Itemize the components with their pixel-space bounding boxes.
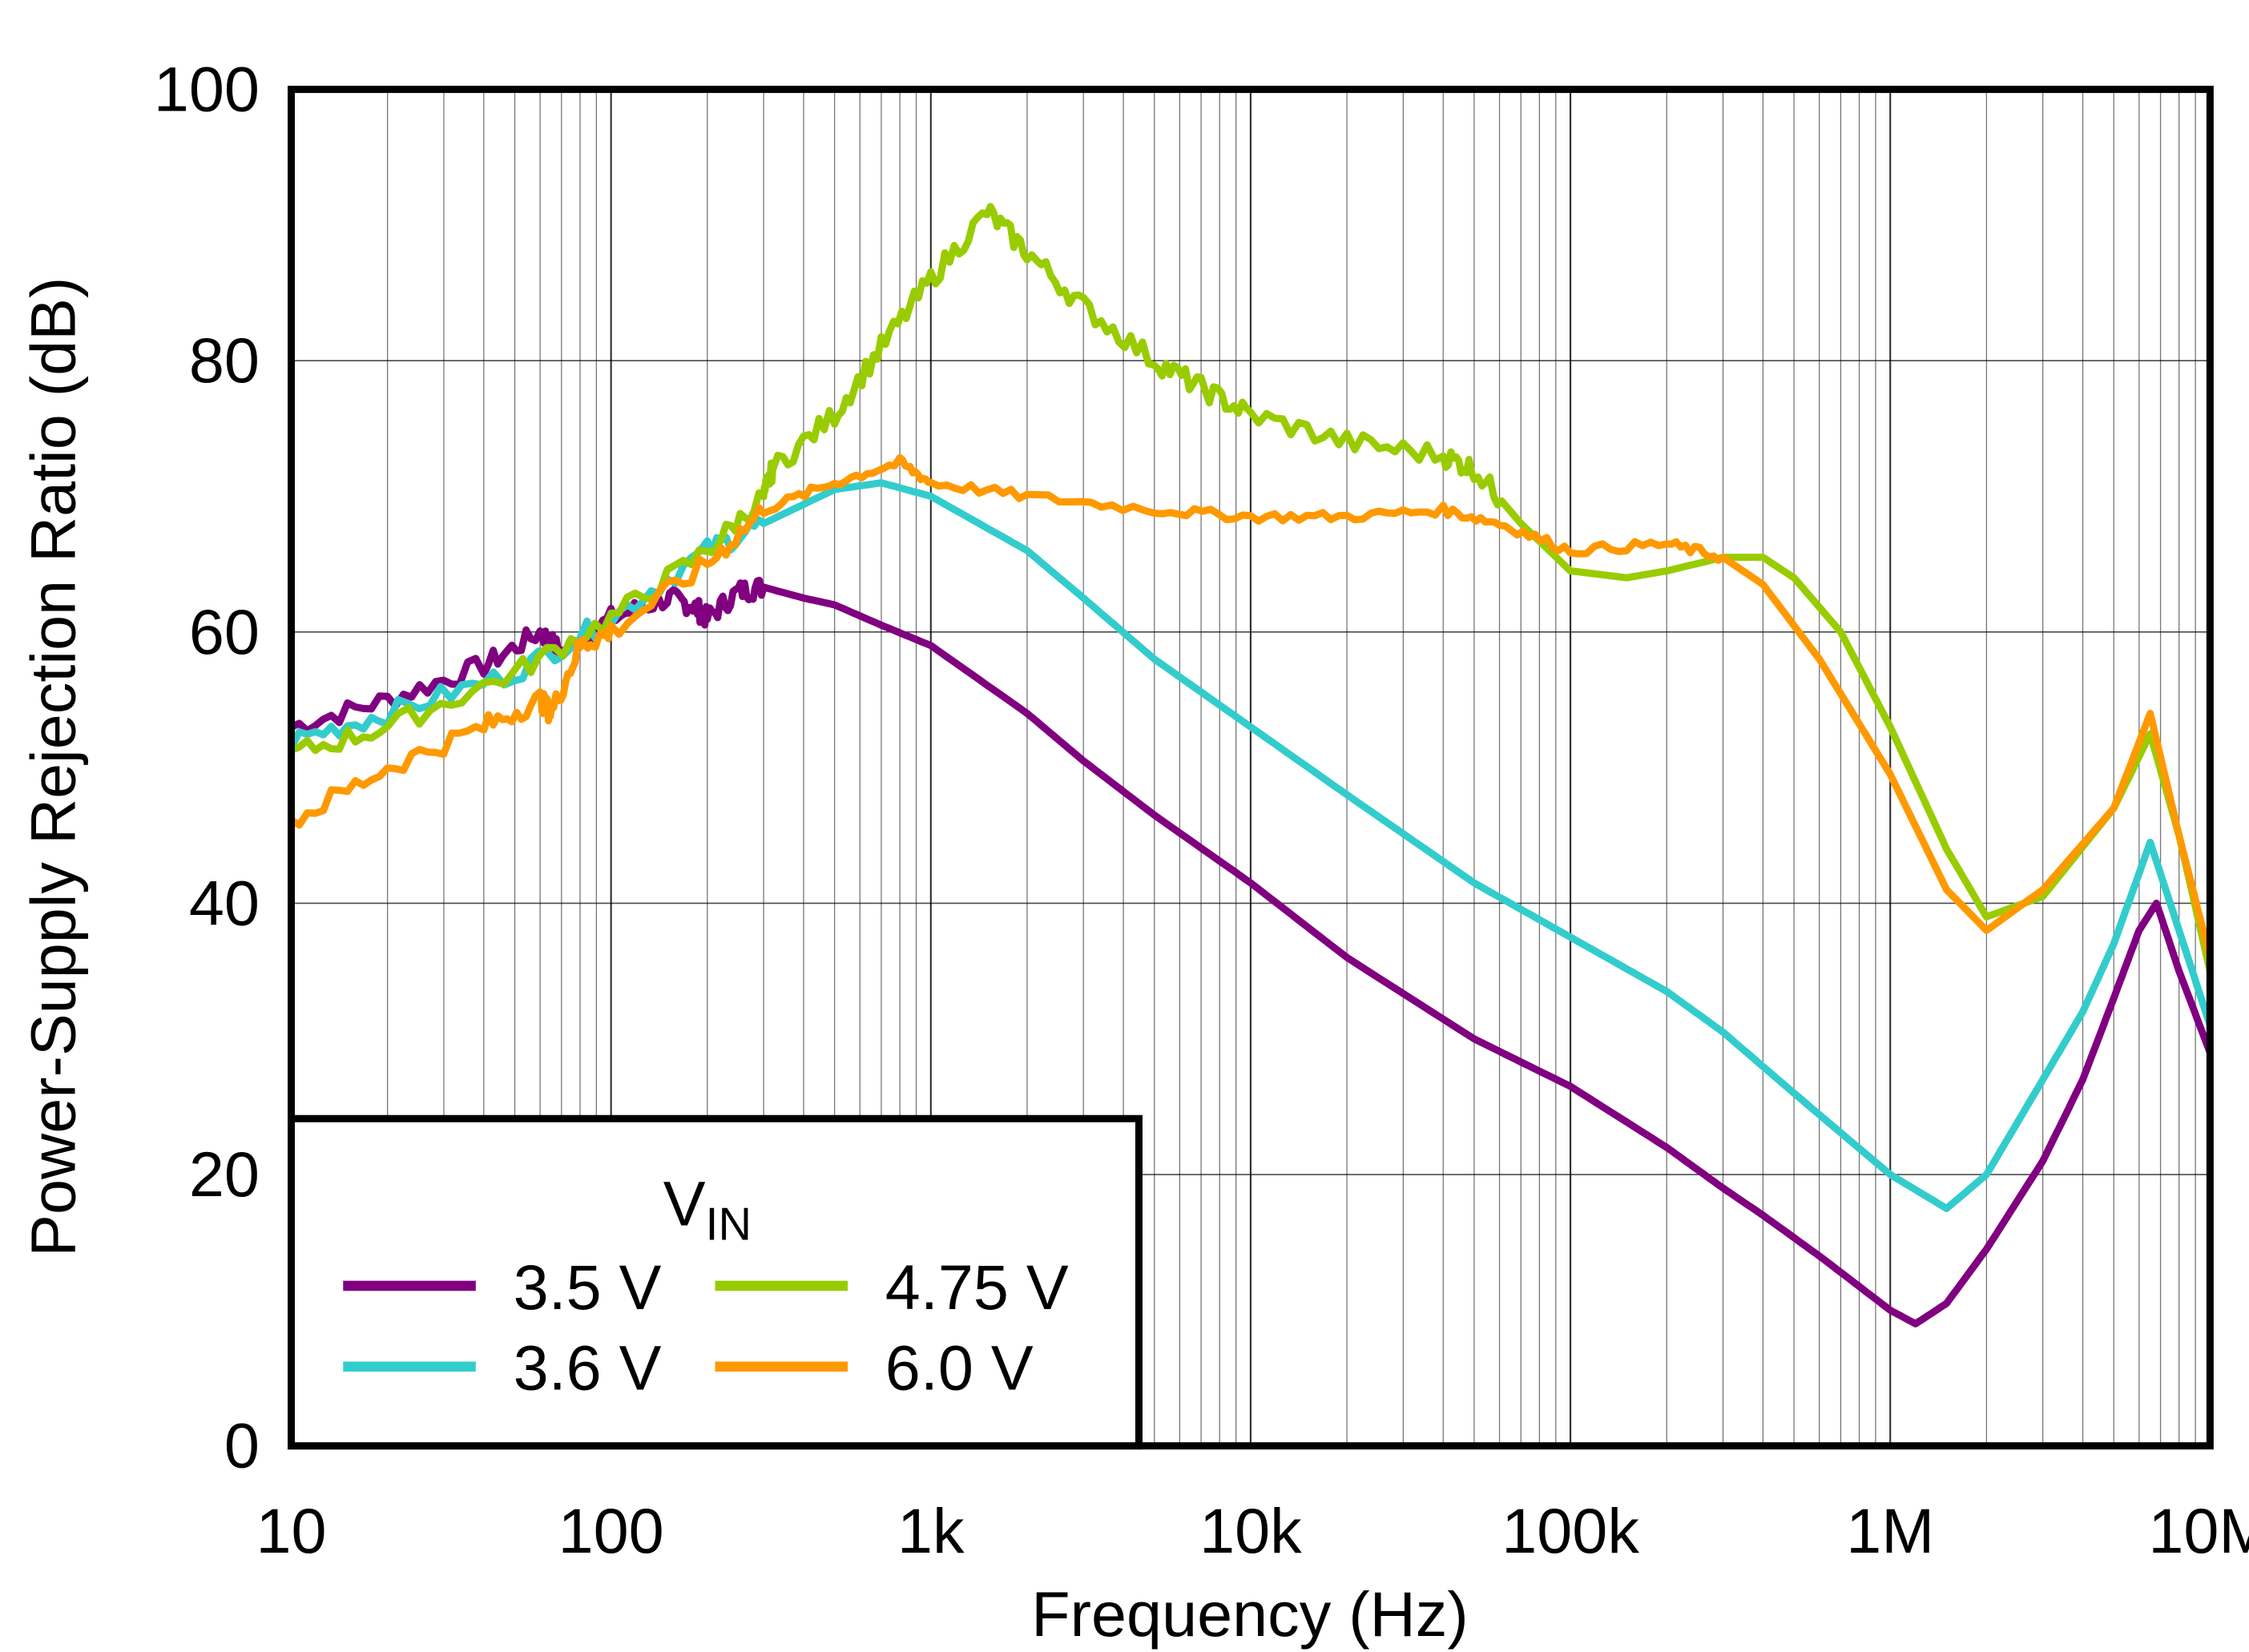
- legend-title-sub: IN: [706, 1199, 752, 1250]
- x-tick-labels: 10 100 1k 10k 100k 1M 10M: [256, 1495, 2249, 1566]
- plot-frame: [288, 86, 2214, 1450]
- x-tick-label: 100k: [1501, 1495, 1639, 1566]
- legend-title: VIN: [663, 1167, 752, 1250]
- y-tick-label: 60: [189, 596, 260, 667]
- series-line-4-75-V: [289, 203, 2214, 973]
- x-axis-label: Frequency (Hz): [1031, 1578, 1468, 1650]
- x-tick-label: 10M: [2148, 1495, 2249, 1566]
- y-tick-label: 100: [154, 54, 260, 125]
- x-tick-label: 1M: [1846, 1495, 1934, 1566]
- legend: VIN 3.5 V 3.6 V 4.75 V 6.0 V: [288, 1114, 1143, 1450]
- x-tick-label: 1k: [897, 1495, 965, 1566]
- series-group: [288, 203, 2214, 1328]
- y-tick-label: 40: [189, 867, 260, 938]
- legend-label: 3.5 V: [514, 1251, 662, 1323]
- x-tick-label: 10k: [1199, 1495, 1302, 1566]
- legend-items: 3.5 V 3.6 V 4.75 V 6.0 V: [343, 1251, 1069, 1404]
- y-tick-label: 80: [189, 324, 260, 396]
- y-tick-label: 20: [189, 1138, 260, 1210]
- y-tick-label: 0: [224, 1410, 260, 1481]
- y-axis-label: Power-Supply Rejection Ratio (dB): [18, 277, 89, 1257]
- y-tick-labels: 0 20 40 60 80 100: [154, 54, 260, 1481]
- series-line-6-0-V: [289, 453, 2214, 959]
- legend-label: 6.0 V: [885, 1332, 1034, 1404]
- x-tick-label: 10: [256, 1495, 326, 1566]
- legend-label: 3.6 V: [514, 1332, 662, 1404]
- x-tick-label: 100: [558, 1495, 664, 1566]
- legend-label: 4.75 V: [885, 1251, 1069, 1323]
- series-line-3-5-V: [289, 576, 2214, 1328]
- legend-title-main: V: [663, 1167, 706, 1239]
